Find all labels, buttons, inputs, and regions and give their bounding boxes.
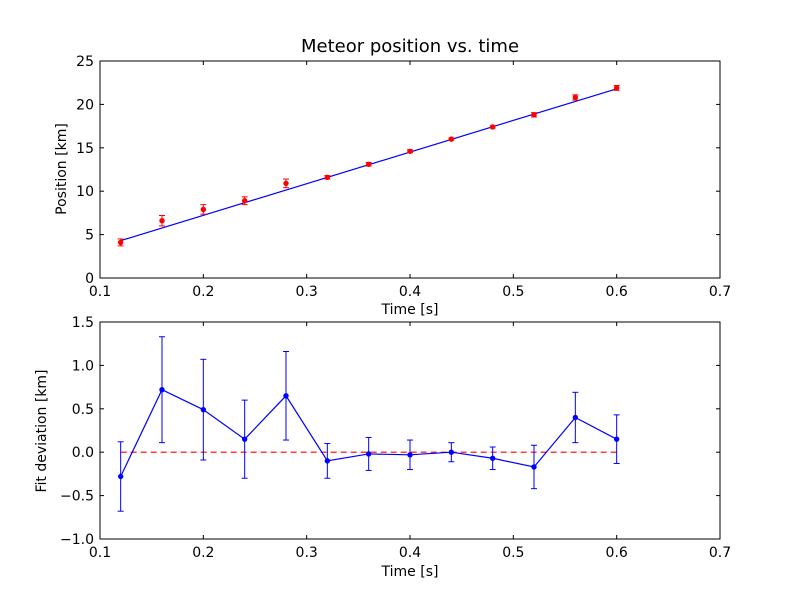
data-point: [489, 124, 496, 130]
data-point: [572, 414, 579, 421]
deviation-chart: Time [s] Fit deviation [km] 0.1 0.2 0.3 0.4…: [34, 315, 731, 580]
x-tick-label: 0.5: [502, 284, 524, 300]
data-point: [200, 406, 207, 413]
y-tick-label: 0.0: [72, 445, 94, 461]
plot-marks: [117, 84, 620, 247]
data-point: [613, 85, 620, 91]
data-point: [448, 449, 455, 455]
x-tick-label: 0.4: [399, 545, 421, 561]
x-axis-label: Time [s]: [381, 302, 439, 318]
y-tick-label: −1.0: [60, 532, 94, 548]
data-point: [159, 218, 165, 224]
data-point: [531, 112, 537, 118]
data-point: [407, 452, 413, 458]
data-point: [283, 180, 289, 187]
data-point: [159, 387, 165, 393]
data-point: [117, 473, 124, 480]
x-tick-label: 0.2: [192, 284, 214, 300]
data-point: [324, 174, 331, 181]
x-tick-label: 0.6: [606, 284, 628, 300]
data-point: [283, 393, 289, 399]
data-point: [241, 198, 248, 204]
y-tick-label: 0: [85, 271, 94, 287]
data-point: [117, 239, 124, 246]
x-tick-label: 0.6: [606, 545, 628, 561]
plot-marks: [117, 336, 620, 512]
y-tick-label: 10: [76, 184, 94, 200]
data-point: [613, 436, 620, 442]
y-tick-label: 5: [85, 228, 94, 244]
data-point: [365, 451, 372, 457]
plot-frame: [99, 321, 721, 540]
x-tick-label: 0.4: [399, 284, 421, 300]
data-point: [407, 148, 413, 154]
x-tick-label: 0.7: [709, 545, 731, 561]
x-axis-label: Time [s]: [381, 564, 439, 580]
axis-ticks: 0.1 0.2 0.3 0.4 0.5 0.6 0.7 −1.0 −0.5 0.0 0.5 1.0 1.…: [60, 315, 731, 561]
x-tick-label: 0.3: [296, 545, 318, 561]
x-tick-label: 0.2: [192, 545, 214, 561]
y-axis-label: Fit deviation [km]: [34, 369, 50, 492]
x-tick-label: 0.1: [89, 545, 111, 561]
y-tick-label: 0.5: [72, 402, 94, 418]
y-tick-label: 25: [76, 54, 94, 70]
x-tick-label: 0.5: [502, 545, 524, 561]
x-tick-label: 0.3: [296, 284, 318, 300]
plot-frame: [99, 60, 721, 279]
data-point: [572, 94, 579, 101]
data-point: [365, 161, 372, 167]
data-point: [448, 136, 455, 142]
y-axis-label: Position [km]: [54, 123, 70, 215]
position-chart: Meteor position vs. time Time [s] Positi…: [54, 36, 731, 318]
axis-ticks: 0.1 0.2 0.3 0.4 0.5 0.6 0.7 0 5 10 15 20 25: [76, 54, 731, 300]
data-point: [200, 206, 207, 213]
chart-title: Meteor position vs. time: [301, 36, 519, 57]
y-tick-label: −0.5: [60, 489, 94, 505]
y-tick-label: 15: [76, 141, 94, 157]
data-point: [489, 455, 496, 461]
x-tick-label: 0.7: [709, 284, 731, 300]
data-point: [324, 458, 331, 464]
data-point: [531, 464, 537, 470]
y-tick-label: 1.5: [72, 315, 94, 331]
data-point: [241, 436, 248, 442]
x-tick-label: 0.1: [89, 284, 111, 300]
y-tick-label: 20: [76, 97, 94, 113]
y-tick-label: 1.0: [72, 358, 94, 374]
